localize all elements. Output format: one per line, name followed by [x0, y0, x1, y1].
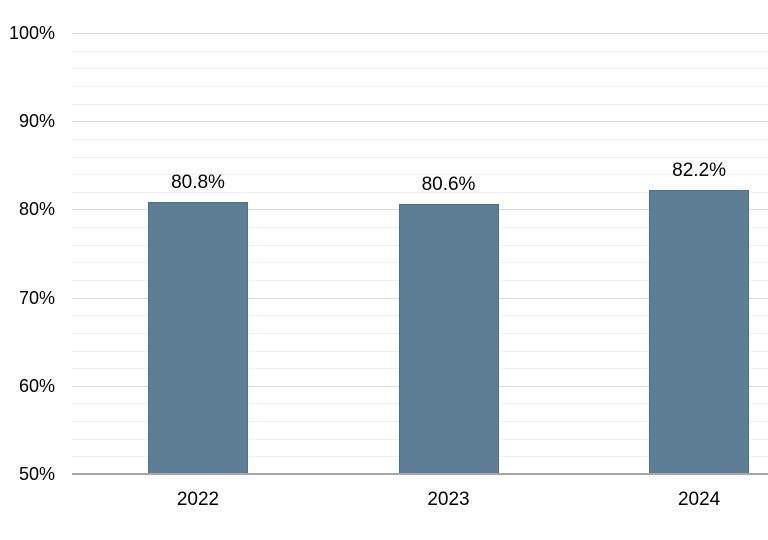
- x-tick-label: 2022: [176, 489, 220, 510]
- x-axis-line: [72, 473, 768, 475]
- bar-2023: [398, 204, 499, 474]
- y-tick-label: 50%: [18, 464, 55, 484]
- y-tick-label: 60%: [18, 375, 55, 396]
- minor-gridline: [72, 191, 768, 193]
- minor-gridline: [72, 138, 768, 140]
- x-tick-label: 2023: [427, 489, 470, 510]
- bar-2022: [148, 202, 248, 474]
- minor-gridline: [72, 68, 768, 70]
- bar-2024: [649, 190, 750, 474]
- plot-area: [72, 33, 768, 474]
- minor-gridline: [72, 50, 768, 52]
- y-tick-label: 80%: [18, 199, 55, 220]
- minor-gridline: [72, 156, 768, 158]
- minor-gridline: [72, 103, 768, 105]
- bar-value-label: 80.8%: [171, 172, 225, 194]
- major-gridline: [72, 33, 768, 34]
- minor-gridline: [72, 174, 768, 176]
- y-tick-label: 70%: [18, 287, 55, 308]
- minor-gridline: [72, 85, 768, 87]
- y-tick-label: 100%: [8, 23, 55, 43]
- x-tick-label: 2024: [677, 489, 721, 510]
- bar-value-label: 80.6%: [421, 174, 476, 196]
- bar-value-label: 82.2%: [672, 160, 727, 181]
- y-tick-label: 90%: [18, 111, 55, 132]
- major-gridline: [72, 121, 768, 123]
